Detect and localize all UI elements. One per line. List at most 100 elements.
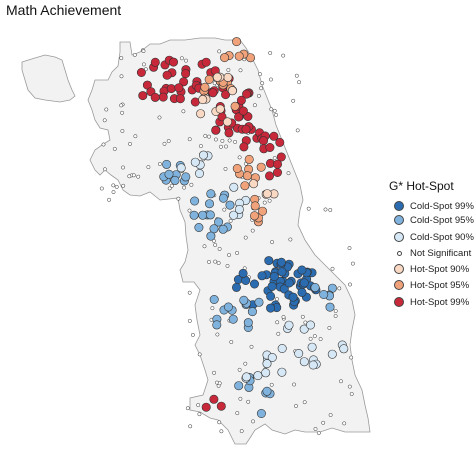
legend-item-hot-99: Hot-Spot 99% [394,295,469,309]
school-point [111,183,116,188]
hotspot-point [232,37,242,47]
school-point [238,68,243,73]
hotspot-point [238,268,248,278]
hotspot-point [277,367,287,377]
school-point [157,162,162,166]
school-point [347,246,352,251]
school-point [330,266,335,271]
hotspot-point [181,69,191,79]
spot-layer [99,37,355,435]
school-point [227,138,232,143]
hotspot-point [169,57,179,67]
school-point [128,141,132,146]
school-point [102,118,107,123]
school-point [213,259,218,264]
hot-90-swatch-icon [394,264,404,274]
hotspot-point [164,169,174,179]
hotspot-point [310,282,320,292]
school-point [184,58,188,63]
hotspot-point [294,348,304,358]
hotspot-point [267,281,277,291]
hotspot-point [265,143,275,153]
hotspot-point [216,401,226,411]
school-point [239,429,244,434]
school-point [132,52,137,57]
legend-label: Hot-Spot 99% [410,296,470,308]
legend-label: Cold-Spot 90% [410,231,474,243]
hotspot-point [208,88,218,98]
school-point [157,115,162,120]
cold-99-swatch-icon [394,201,404,211]
hotspot-point [339,344,349,354]
school-point [207,134,211,139]
school-point [187,290,192,295]
school-point [213,137,218,142]
hotspot-point [261,368,271,378]
hotspot-point [241,124,251,134]
hotspot-point [232,164,242,174]
school-point [342,421,347,426]
not-significant-swatch-icon [396,250,402,256]
hotspot-point [170,175,180,185]
hotspot-point [297,287,307,297]
hotspot-point [253,371,263,381]
school-point [120,110,125,115]
hotspot-point [234,112,244,122]
legend-item-cold-90: Cold-Spot 90% [394,230,474,244]
school-point [281,53,286,58]
school-point [187,137,192,142]
hotspot-point [221,90,231,100]
hotspot-point [269,271,279,281]
legend-label: Hot-Spot 90% [410,263,470,275]
school-point [333,309,338,313]
school-point [99,186,104,191]
school-point [237,367,242,372]
school-point [321,420,326,425]
school-point [111,190,116,195]
school-point [179,56,184,61]
school-point [225,263,230,268]
hotspot-point [276,257,286,267]
hotspot-point [279,284,289,294]
school-point [213,243,218,247]
school-point [256,93,261,98]
hotspot-point [196,109,206,119]
hotspot-point [262,386,272,396]
cold-95-swatch-icon [394,215,404,225]
school-point [217,246,222,251]
hotspot-point [308,360,318,370]
school-point [167,186,172,191]
school-point [308,336,313,341]
school-point [235,251,240,255]
school-point [217,420,222,425]
school-point [259,86,264,91]
school-point [258,72,262,77]
school-point [187,208,192,213]
school-point [176,196,181,201]
hotspot-point [239,142,249,152]
school-point [212,81,217,86]
hotspot-point [214,217,224,227]
hot-99-swatch-icon [394,297,404,307]
city-boundary [87,37,371,445]
school-point [119,103,124,108]
hotspot-point [223,302,233,312]
hotspot-point [257,206,267,216]
school-point [268,77,273,82]
hotspot-point [162,159,172,169]
school-point [260,81,265,86]
hotspot-point [229,182,239,192]
hotspot-point [267,352,277,362]
hotspot-point [277,267,287,277]
school-point [203,133,208,138]
hotspot-point [201,402,211,412]
hotspot-point [275,137,285,147]
hotspot-point [242,89,252,99]
hotspot-point [194,223,204,233]
school-point [119,56,124,61]
hotspot-point [189,210,199,220]
hotspot-point [190,196,200,206]
school-point [269,107,274,112]
hotspot-point [199,150,209,160]
